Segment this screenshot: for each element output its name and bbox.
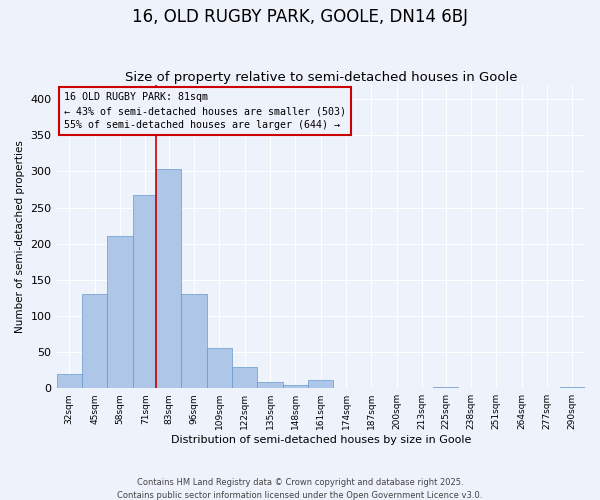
Bar bbox=[133, 194, 158, 388]
Bar bbox=[156, 169, 181, 388]
Bar bbox=[257, 382, 283, 388]
Bar bbox=[206, 348, 232, 388]
Bar bbox=[107, 236, 133, 388]
Text: 16, OLD RUGBY PARK, GOOLE, DN14 6BJ: 16, OLD RUGBY PARK, GOOLE, DN14 6BJ bbox=[132, 8, 468, 26]
Bar bbox=[433, 387, 458, 388]
Bar bbox=[181, 294, 206, 388]
Y-axis label: Number of semi-detached properties: Number of semi-detached properties bbox=[15, 140, 25, 333]
X-axis label: Distribution of semi-detached houses by size in Goole: Distribution of semi-detached houses by … bbox=[170, 435, 471, 445]
Title: Size of property relative to semi-detached houses in Goole: Size of property relative to semi-detach… bbox=[125, 70, 517, 84]
Bar bbox=[308, 380, 334, 388]
Bar bbox=[232, 366, 257, 388]
Bar bbox=[82, 294, 107, 388]
Bar bbox=[56, 374, 82, 388]
Bar bbox=[283, 386, 308, 388]
Text: Contains HM Land Registry data © Crown copyright and database right 2025.
Contai: Contains HM Land Registry data © Crown c… bbox=[118, 478, 482, 500]
Text: 16 OLD RUGBY PARK: 81sqm
← 43% of semi-detached houses are smaller (503)
55% of : 16 OLD RUGBY PARK: 81sqm ← 43% of semi-d… bbox=[64, 92, 346, 130]
